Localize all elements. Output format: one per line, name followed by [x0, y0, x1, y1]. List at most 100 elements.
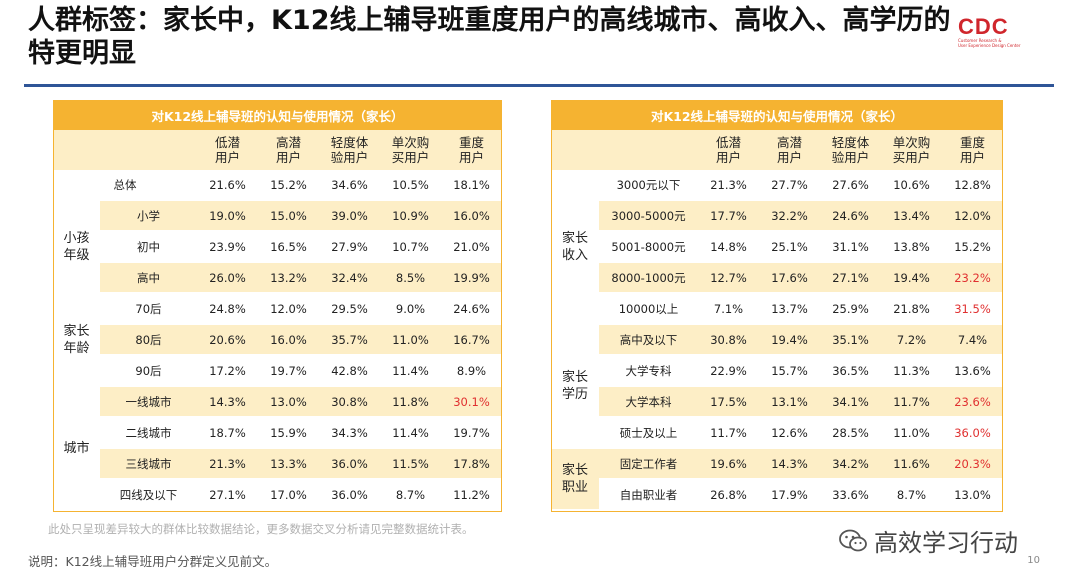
- data-cell: 11.2%: [441, 479, 502, 511]
- wechat-icon: [839, 529, 867, 551]
- data-cell: 17.5%: [698, 386, 759, 418]
- table-title: 对K12线上辅导班的认知与使用情况（家长）: [551, 100, 1003, 130]
- page-number: 10: [1027, 555, 1040, 566]
- data-cell: 11.0%: [380, 324, 441, 356]
- data-cell: 19.9%: [441, 262, 502, 294]
- data-cell: 13.3%: [258, 448, 319, 480]
- group-label: 小孩 年级: [53, 200, 100, 294]
- data-cell: 26.0%: [197, 262, 258, 294]
- data-cell: 28.5%: [820, 417, 881, 449]
- row-label: 80后: [100, 324, 197, 356]
- data-cell: 13.4%: [881, 200, 942, 232]
- group-label: 家长 学历: [551, 324, 599, 449]
- column-header: 单次购 买用户: [380, 130, 441, 170]
- data-cell: 34.2%: [820, 448, 881, 480]
- column-header: 高潜 用户: [258, 130, 319, 170]
- data-cell: 23.2%: [942, 262, 1003, 294]
- row-label: 三线城市: [100, 448, 197, 480]
- data-cell: 8.7%: [380, 479, 441, 511]
- data-cell: 30.8%: [698, 324, 759, 356]
- table-title: 对K12线上辅导班的认知与使用情况（家长）: [53, 100, 502, 130]
- footnote: 此处只呈现差异较大的群体比较数据结论，更多数据交叉分析请见完整数据统计表。: [48, 522, 474, 536]
- row-label: 二线城市: [100, 417, 197, 449]
- data-cell: 34.1%: [820, 386, 881, 418]
- group-label: 家长 职业: [551, 448, 599, 511]
- table-row: 硕士及以上 11.7% 12.6% 28.5% 11.0% 36.0%: [551, 417, 1003, 449]
- data-cell: 7.4%: [942, 324, 1003, 356]
- data-cell: 12.0%: [258, 293, 319, 325]
- table-row: 8000-1000元 12.7% 17.6% 27.1% 19.4% 23.2%: [551, 262, 1003, 294]
- data-cell: 15.9%: [258, 417, 319, 449]
- data-cell: 34.6%: [319, 170, 380, 201]
- column-header: 低潜 用户: [698, 130, 759, 170]
- data-cell: 17.6%: [759, 262, 820, 294]
- data-cell: 8.9%: [441, 355, 502, 387]
- data-cell: 32.2%: [759, 200, 820, 232]
- data-cell: 15.0%: [258, 200, 319, 232]
- data-cell: 19.7%: [441, 417, 502, 449]
- table-row: 城市 一线城市 14.3% 13.0% 30.8% 11.8% 30.1%: [53, 386, 502, 511]
- data-cell: 17.2%: [197, 355, 258, 387]
- column-header: 单次购 买用户: [881, 130, 942, 170]
- data-cell: 36.5%: [820, 355, 881, 387]
- data-cell: 27.9%: [319, 231, 380, 263]
- data-cell: 11.3%: [881, 355, 942, 387]
- data-cell: 15.7%: [759, 355, 820, 387]
- row-label: 3000元以下: [599, 170, 698, 201]
- logo-mark: CDC: [958, 14, 1009, 39]
- data-cell: 25.1%: [759, 231, 820, 263]
- data-cell: 27.1%: [820, 262, 881, 294]
- data-cell: 34.3%: [319, 417, 380, 449]
- group-label: 城市: [53, 386, 100, 511]
- data-cell: 13.7%: [759, 293, 820, 325]
- table-row: 自由职业者 26.8% 17.9% 33.6% 8.7% 13.0%: [551, 479, 1003, 511]
- header-blank: [53, 130, 197, 170]
- data-cell: 13.2%: [258, 262, 319, 294]
- row-label: 小学: [100, 200, 197, 232]
- data-cell: 17.9%: [759, 479, 820, 511]
- table-row: 家长 职业 固定工作者 19.6% 14.3% 34.2% 11.6% 20.3%: [551, 448, 1003, 511]
- row-label: 3000-5000元: [599, 200, 698, 232]
- table-row: 总体 21.6% 15.2% 34.6% 10.5% 18.1%: [53, 170, 502, 201]
- column-header: 高潜 用户: [759, 130, 820, 170]
- data-cell: 30.1%: [441, 386, 502, 418]
- title-divider: [24, 84, 1054, 87]
- data-cell: 32.4%: [319, 262, 380, 294]
- row-label: 大学本科: [599, 386, 698, 418]
- column-header: 重度 用户: [942, 130, 1003, 170]
- data-cell: 17.8%: [441, 448, 502, 480]
- data-cell: 39.0%: [319, 200, 380, 232]
- data-cell: 24.6%: [441, 293, 502, 325]
- data-cell: 13.0%: [258, 386, 319, 418]
- data-cell: 11.5%: [380, 448, 441, 480]
- data-cell: 11.4%: [380, 355, 441, 387]
- group-label: 家长 年龄: [53, 293, 100, 387]
- data-cell: 25.9%: [820, 293, 881, 325]
- data-cell: 15.2%: [258, 170, 319, 201]
- data-cell: 30.8%: [319, 386, 380, 418]
- data-cell: 10.5%: [380, 170, 441, 201]
- data-cell: 24.6%: [820, 200, 881, 232]
- data-cell: 18.1%: [441, 170, 502, 201]
- column-header: 低潜 用户: [197, 130, 258, 170]
- table-row: 5001-8000元 14.8% 25.1% 31.1% 13.8% 15.2%: [551, 231, 1003, 263]
- data-cell: 12.7%: [698, 262, 759, 294]
- data-cell: 19.4%: [759, 324, 820, 356]
- data-cell: 7.1%: [698, 293, 759, 325]
- data-cell: 27.1%: [197, 479, 258, 511]
- table-row: 10000以上 7.1% 13.7% 25.9% 21.8% 31.5%: [551, 293, 1003, 325]
- data-cell: 21.3%: [698, 170, 759, 201]
- data-cell: 19.4%: [881, 262, 942, 294]
- data-cell: 12.6%: [759, 417, 820, 449]
- data-cell: 27.7%: [759, 170, 820, 201]
- row-label: 高中: [100, 262, 197, 294]
- data-cell: 36.0%: [319, 448, 380, 480]
- table-row: 家长 学历 高中及以下 30.8% 19.4% 35.1% 7.2% 7.4%: [551, 324, 1003, 449]
- data-cell: 19.6%: [698, 448, 759, 480]
- data-cell: 17.0%: [258, 479, 319, 511]
- row-label: 10000以上: [599, 293, 698, 325]
- data-cell: 11.6%: [881, 448, 942, 480]
- data-cell: 13.1%: [759, 386, 820, 418]
- data-cell: 19.0%: [197, 200, 258, 232]
- data-cell: 14.3%: [197, 386, 258, 418]
